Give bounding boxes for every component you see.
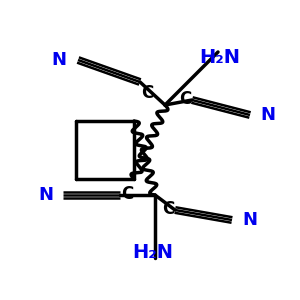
Text: N: N bbox=[242, 211, 257, 229]
Text: N: N bbox=[38, 186, 53, 204]
Text: C: C bbox=[179, 90, 191, 108]
Text: H₂N: H₂N bbox=[200, 48, 241, 67]
Text: N: N bbox=[51, 51, 66, 69]
Text: C: C bbox=[162, 200, 174, 218]
Text: C: C bbox=[141, 84, 153, 102]
Text: N: N bbox=[260, 106, 275, 124]
Text: C: C bbox=[121, 185, 133, 203]
Text: H₂N: H₂N bbox=[133, 243, 173, 262]
